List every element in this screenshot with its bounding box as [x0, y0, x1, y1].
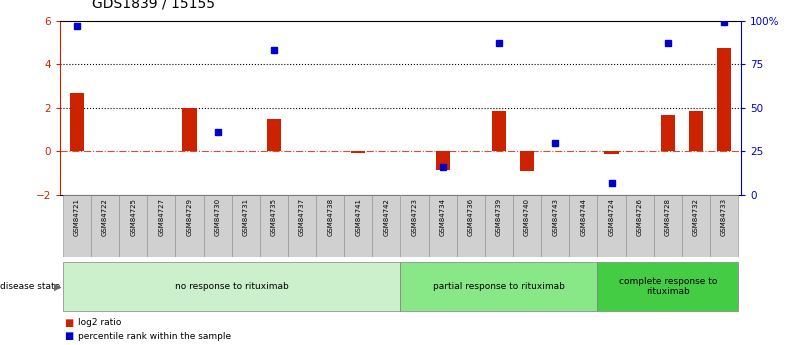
- Text: GSM84730: GSM84730: [215, 198, 220, 236]
- Text: partial response to rituximab: partial response to rituximab: [433, 282, 565, 291]
- Text: GSM84732: GSM84732: [693, 198, 699, 236]
- Text: GSM84739: GSM84739: [496, 198, 502, 236]
- Text: GSM84728: GSM84728: [665, 198, 670, 236]
- Text: GSM84737: GSM84737: [299, 198, 305, 236]
- Text: GDS1839 / 15155: GDS1839 / 15155: [92, 0, 215, 10]
- Bar: [316, 195, 344, 257]
- Bar: [70, 92, 84, 151]
- Text: GSM84724: GSM84724: [609, 198, 614, 236]
- Text: GSM84735: GSM84735: [271, 198, 277, 236]
- Bar: [436, 151, 449, 170]
- Bar: [183, 108, 196, 151]
- Text: GSM84723: GSM84723: [412, 198, 417, 236]
- Text: log2 ratio: log2 ratio: [78, 318, 121, 327]
- Text: GSM84742: GSM84742: [384, 198, 389, 236]
- Bar: [203, 195, 231, 257]
- Text: GSM84734: GSM84734: [440, 198, 445, 236]
- Bar: [654, 195, 682, 257]
- Bar: [147, 195, 175, 257]
- Bar: [661, 116, 674, 151]
- Text: complete response to
rituximab: complete response to rituximab: [618, 277, 717, 296]
- Text: GSM84738: GSM84738: [327, 198, 333, 236]
- Text: ■: ■: [64, 332, 74, 341]
- Text: GSM84726: GSM84726: [637, 198, 642, 236]
- Text: GSM84727: GSM84727: [159, 198, 164, 236]
- Bar: [492, 111, 506, 151]
- Text: GSM84740: GSM84740: [524, 198, 530, 236]
- Text: GSM84722: GSM84722: [102, 198, 108, 236]
- Text: disease state: disease state: [0, 282, 60, 291]
- Bar: [485, 195, 513, 257]
- Text: GSM84729: GSM84729: [187, 198, 192, 236]
- Bar: [63, 262, 400, 311]
- Bar: [541, 195, 570, 257]
- Bar: [372, 195, 400, 257]
- Bar: [260, 195, 288, 257]
- Bar: [119, 195, 147, 257]
- Bar: [63, 195, 91, 257]
- Bar: [520, 151, 534, 171]
- Bar: [626, 195, 654, 257]
- Text: no response to rituximab: no response to rituximab: [175, 282, 288, 291]
- Bar: [513, 195, 541, 257]
- Bar: [717, 48, 731, 151]
- Bar: [570, 195, 598, 257]
- Text: GSM84743: GSM84743: [552, 198, 558, 236]
- Bar: [288, 195, 316, 257]
- Text: GSM84725: GSM84725: [131, 198, 136, 236]
- Bar: [710, 195, 738, 257]
- Bar: [598, 195, 626, 257]
- Text: GSM84744: GSM84744: [581, 198, 586, 236]
- Bar: [91, 195, 119, 257]
- Text: ▶: ▶: [54, 282, 61, 291]
- Text: GSM84736: GSM84736: [468, 198, 474, 236]
- Bar: [605, 151, 618, 154]
- Bar: [400, 195, 429, 257]
- Bar: [457, 195, 485, 257]
- Text: GSM84731: GSM84731: [243, 198, 249, 236]
- Bar: [689, 111, 703, 151]
- Text: ■: ■: [64, 318, 74, 327]
- Bar: [352, 151, 365, 153]
- Bar: [267, 119, 281, 151]
- Bar: [175, 195, 203, 257]
- Bar: [429, 195, 457, 257]
- Text: percentile rank within the sample: percentile rank within the sample: [78, 332, 231, 341]
- Text: GSM84733: GSM84733: [721, 198, 727, 236]
- Bar: [231, 195, 260, 257]
- Bar: [400, 262, 598, 311]
- Bar: [682, 195, 710, 257]
- Text: GSM84721: GSM84721: [74, 198, 80, 236]
- Text: GSM84741: GSM84741: [356, 198, 361, 236]
- Bar: [598, 262, 738, 311]
- Bar: [344, 195, 372, 257]
